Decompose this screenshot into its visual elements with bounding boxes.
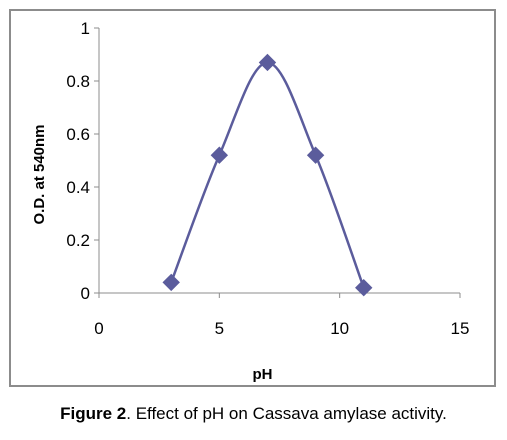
data-point — [306, 146, 325, 164]
series-line — [170, 61, 365, 289]
data-point — [162, 273, 180, 292]
x-axis-title: pH — [253, 366, 273, 383]
data-point — [355, 278, 373, 297]
y-tick-label: 0.8 — [66, 72, 90, 91]
y-tick-label: 0.6 — [66, 125, 90, 144]
y-axis-title: O.D. at 540nm — [31, 124, 48, 224]
y-tick-label: 1 — [81, 19, 90, 38]
x-tick-label: 5 — [215, 319, 224, 338]
y-tick-label: 0 — [81, 284, 90, 303]
chart-frame — [9, 9, 496, 387]
x-tick-label: 0 — [94, 319, 103, 338]
x-tick-label: 10 — [330, 319, 349, 338]
caption-label: Figure 2 — [60, 404, 127, 423]
y-tick-label: 0.2 — [66, 231, 90, 250]
x-tick-label: 15 — [451, 319, 470, 338]
data-point — [258, 53, 277, 72]
caption-text: . Effect of pH on Cassava amylase activi… — [126, 404, 447, 423]
data-point — [210, 146, 229, 164]
y-tick-label: 0.4 — [66, 178, 90, 197]
figure-caption: Figure 2. Effect of pH on Cassava amylas… — [0, 404, 507, 424]
